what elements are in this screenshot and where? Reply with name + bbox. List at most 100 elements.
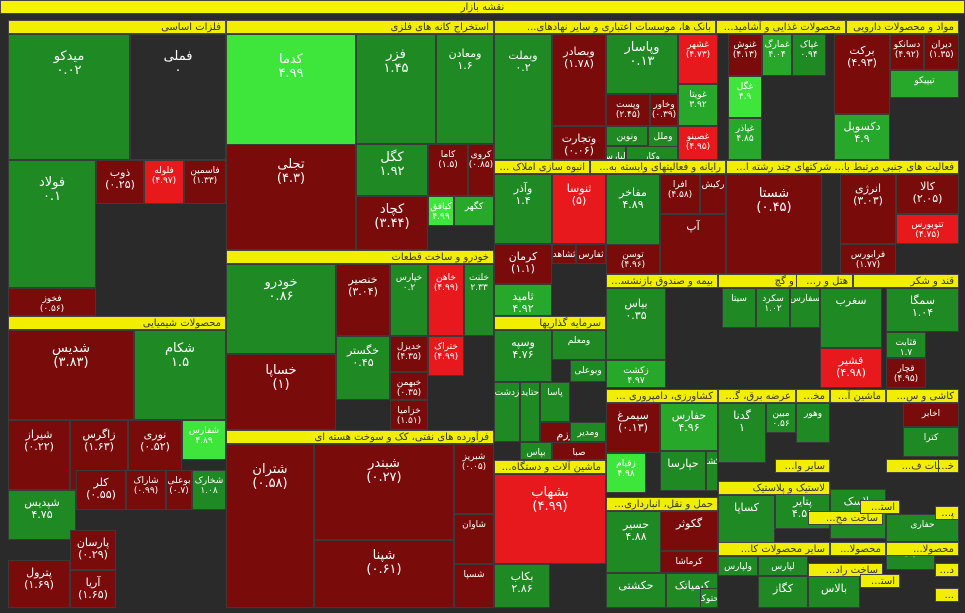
stock-tile[interactable]: شدیس (۳.۸۳) [8,330,134,420]
stock-tile[interactable]: فملی ۰ [130,34,226,160]
stock-tile[interactable]: فاسمین (۱.۳۳) [184,160,226,204]
sector-header[interactable]: فعالیت های جنبی مرتبط با... شرکتهای چند … [726,160,959,174]
stock-tile[interactable]: پارسان (۰.۲۹) [70,530,116,570]
stock-tile[interactable]: کلر (۰.۵۵) [76,470,126,510]
stock-tile[interactable]: خگستر ۰.۴۵ [336,336,390,400]
stock-tile[interactable]: وسپه ۴.۷۶ [494,330,552,382]
stock-tile[interactable]: کساپا [718,495,775,545]
stock-tile[interactable]: سغرب [820,288,882,348]
stock-tile[interactable]: وتجارت (۰.۰۶) [552,126,606,160]
stock-tile[interactable]: مبین ۰.۵۶ [766,403,796,433]
stock-tile[interactable]: دکسوبل ۴.۹ [834,114,890,160]
sector-header[interactable]: ماشین آلات و دستگاه ها... [494,460,606,474]
sector-header[interactable]: ساخت مح... [808,511,883,525]
stock-tile[interactable]: اخابر [903,403,959,427]
stock-tile[interactable]: سکرد ۱.۰۲ [756,288,790,328]
stock-tile[interactable]: غپاذر ۴.۸۵ [728,118,762,160]
stock-tile[interactable]: گدنا ۱ [718,403,766,463]
stock-tile[interactable]: شخارک ۱.۰۸ [192,470,226,510]
stock-tile[interactable]: ومعلم [552,330,606,360]
stock-tile[interactable]: فرابورس (۱.۷۷) [840,244,896,274]
stock-tile[interactable]: کالا (۲.۰۵) [896,174,959,214]
stock-tile[interactable]: خاهن (۴.۹۹) [428,264,464,336]
stock-tile[interactable]: کترا [903,427,959,457]
sector-header[interactable]: کاشی و س... [886,389,959,403]
sector-header[interactable]: محصولات شیمیایی [8,316,226,330]
stock-tile[interactable]: شسپا [454,564,494,608]
stock-tile[interactable]: غمارگ ۴.۰۴ [762,34,792,76]
sector-header[interactable]: ... [935,588,959,602]
stock-tile[interactable]: تجلی (۴.۳) [226,144,356,250]
sector-header[interactable]: قند و شکر [853,274,959,288]
stock-tile[interactable]: ثنوسا (۵) [552,174,606,244]
stock-tile[interactable]: شکام ۱.۵ [134,330,226,420]
stock-tile[interactable]: بوعلی (۰.۷) [166,470,192,510]
stock-tile[interactable]: ثامید ۴.۹۲ [494,284,552,316]
stock-tile[interactable]: میدکو ۰.۰۲ [8,34,130,160]
stock-tile[interactable]: خنصیر (۳.۰۴) [336,264,390,336]
stock-tile[interactable]: پاسا [540,382,570,422]
stock-tile[interactable]: خساپا (۱) [226,354,336,430]
stock-tile[interactable]: وبملت ۰.۲ [494,34,552,160]
sector-header[interactable]: سایر محصولات کا... [718,542,830,556]
stock-tile[interactable]: حپارسا [660,451,706,491]
stock-tile[interactable]: قثابت ۱.۷ [886,332,926,358]
stock-tile[interactable]: توسن (۴.۹۶) [606,244,660,274]
stock-tile[interactable]: انرژی (۳.۰۳) [840,174,896,244]
stock-tile[interactable]: غگل ۴.۹ [728,76,762,118]
stock-tile[interactable]: سفارس [790,288,820,328]
stock-tile[interactable]: شپدیس ۴.۷۵ [8,490,76,540]
stock-tile[interactable]: ولپارس [606,146,626,160]
stock-tile[interactable]: لپارس [758,556,808,576]
stock-tile[interactable]: بشهاب (۴.۹۹) [494,474,606,564]
sector-header[interactable]: فرآورده های نفتی، کک و سوخت هسته ای [226,430,494,444]
stock-tile[interactable]: حکشتی [606,573,666,608]
stock-tile[interactable]: شیراز (۰.۲۲) [8,420,70,490]
sector-header[interactable]: استخراج کانه های فلزی [226,20,494,34]
sector-header[interactable]: محصولا... [886,542,959,556]
stock-tile[interactable]: فلوله (۴.۹۷) [144,160,184,204]
stock-tile[interactable]: سیتا [722,288,756,328]
stock-tile[interactable]: خپارس ۰.۲ [390,264,428,336]
sector-header[interactable]: محصولا... [830,542,886,556]
stock-tile[interactable]: شاراک (۰.۹۹) [126,470,166,510]
stock-tile[interactable]: فخوز (۰.۵۶) [8,288,96,316]
stock-tile[interactable]: بپاس [520,442,552,460]
sector-header[interactable]: بانک ها، موسسات اعتباری و سایر نهادهای..… [494,20,716,34]
stock-tile[interactable]: ذوب (۰.۲۵) [96,160,144,204]
sector-header[interactable]: استخراج... [860,500,900,514]
sector-header[interactable]: محصولات غذایی و آشامیدنی بجز ... [716,20,846,34]
sector-header[interactable]: استخراج... [860,574,900,588]
stock-tile[interactable]: وپست (۲.۴۵) [606,94,650,126]
stock-tile[interactable]: کاما (۱.۵) [428,144,468,196]
stock-tile[interactable]: ومعادن ۱.۶ [436,34,494,144]
stock-tile[interactable]: خلنت ۲.۳۳ [464,264,494,336]
stock-tile[interactable]: شبریز (۰.۰۵) [454,444,494,514]
sector-header[interactable]: دباغی... [935,563,959,577]
stock-tile[interactable]: زقیام ۴.۹۸ [606,453,646,493]
sector-header[interactable]: ساخت راد... [808,563,883,577]
sector-header[interactable]: انبوه سازی املاک و مس... [494,160,590,174]
stock-tile[interactable]: آپ [660,214,726,274]
stock-tile[interactable]: ختراک (۴.۹۹) [428,336,464,376]
sector-header[interactable]: فلزات اساسی [8,20,226,34]
stock-tile[interactable]: آریا (۱.۶۵) [70,570,116,608]
stock-tile[interactable]: ثشاهد [552,244,576,264]
stock-tile[interactable]: وخاور (۰.۳۹) [650,94,678,126]
stock-tile[interactable]: وآذر ۱.۴ [494,174,552,244]
stock-tile[interactable]: حتوکا [700,588,718,608]
stock-tile[interactable]: خدیزل (۴.۳۵) [390,336,428,372]
sector-header[interactable]: کشاورزی، دامپروری و خ... [606,389,718,403]
stock-tile[interactable]: حکشتی [706,451,718,491]
stock-tile[interactable]: برکت (۴.۹۳) [834,34,890,114]
stock-tile[interactable]: ومدیر [570,422,606,442]
sector-header[interactable]: ماشین آلا... [830,389,886,403]
stock-tile[interactable]: تنوبورس (۴.۷۵) [896,214,959,244]
stock-tile[interactable]: گکوثر [660,511,718,551]
sector-header[interactable]: خودرو و ساخت قطعات [226,250,494,264]
stock-tile[interactable]: غصینو (۴.۹۵) [678,126,718,160]
stock-tile[interactable]: شفارس ۴.۸۹ [182,420,226,460]
stock-tile[interactable]: زکشت ۴.۹۷ [606,360,666,388]
stock-tile[interactable]: کگهر [454,196,494,226]
stock-tile[interactable]: غشهر (۴.۷۳) [678,34,718,84]
